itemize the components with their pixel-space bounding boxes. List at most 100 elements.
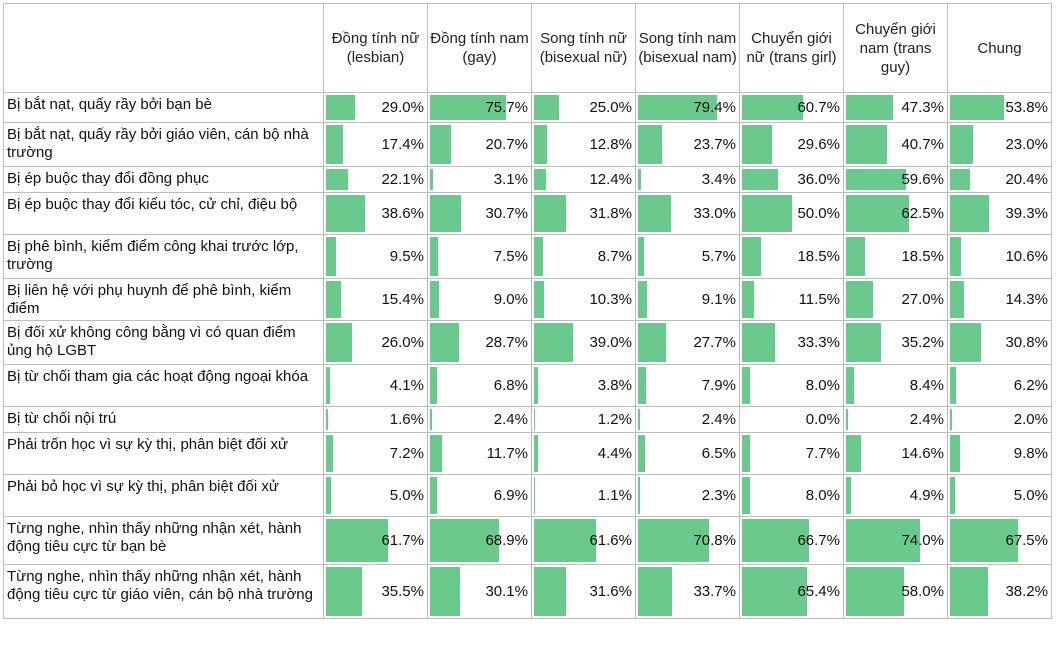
- data-bar: [950, 95, 1004, 120]
- data-label: 35.5%: [381, 583, 424, 600]
- data-cell: 9.0%: [427, 278, 532, 321]
- data-label: 61.6%: [589, 532, 632, 549]
- column-header: Đồng tính nữ (lesbian): [323, 3, 428, 93]
- row-label-text: Phải trốn học vì sự kỳ thị, phân biệt đố…: [7, 436, 289, 453]
- data-cell: 2.4%: [427, 406, 532, 433]
- data-label: 9.0%: [493, 291, 528, 308]
- data-cell: 38.6%: [323, 192, 428, 235]
- data-bar: [846, 195, 909, 232]
- data-cell: 25.0%: [531, 92, 636, 123]
- data-label: 3.4%: [701, 171, 736, 188]
- data-label: 2.4%: [909, 411, 944, 428]
- data-cell: 31.8%: [531, 192, 636, 235]
- data-label: 15.4%: [381, 291, 424, 308]
- data-cell: 10.3%: [531, 278, 636, 321]
- data-bar: [534, 367, 538, 404]
- data-cell: 66.7%: [739, 516, 844, 565]
- data-cell: 68.9%: [427, 516, 532, 565]
- data-label: 29.6%: [797, 136, 840, 153]
- data-cell: 2.4%: [635, 406, 740, 433]
- data-cell: 38.2%: [947, 564, 1052, 619]
- data-label: 40.7%: [901, 136, 944, 153]
- data-cell: 33.3%: [739, 320, 844, 365]
- data-cell: 0.0%: [739, 406, 844, 433]
- row-label: Từng nghe, nhìn thấy những nhận xét, hàn…: [3, 516, 324, 565]
- table-row: Bị đối xử không công bằng vì có quan điể…: [3, 320, 1052, 365]
- row-label-text: Bị đối xử không công bằng vì có quan điể…: [7, 324, 296, 359]
- data-cell: 65.4%: [739, 564, 844, 619]
- data-cell: 14.3%: [947, 278, 1052, 321]
- data-bar: [430, 519, 499, 562]
- data-cell: 2.0%: [947, 406, 1052, 433]
- data-bar: [742, 323, 776, 362]
- data-bar: [846, 237, 865, 276]
- data-label: 3.1%: [493, 171, 528, 188]
- data-bar: [326, 95, 355, 120]
- data-label: 6.5%: [701, 445, 736, 462]
- data-cell: 6.8%: [427, 364, 532, 407]
- data-bar: [742, 125, 772, 164]
- data-label: 27.7%: [693, 334, 736, 351]
- data-bar: [534, 435, 539, 472]
- column-header: Song tính nữ (bisexual nữ): [531, 3, 636, 93]
- data-bar: [534, 409, 536, 430]
- data-label: 2.0%: [1013, 411, 1048, 428]
- data-label: 7.5%: [493, 248, 528, 265]
- data-label: 1.6%: [389, 411, 424, 428]
- data-cell: 30.1%: [427, 564, 532, 619]
- data-cell: 61.6%: [531, 516, 636, 565]
- data-bar: [430, 169, 434, 190]
- table-row: Bị bắt nạt, quấy rầy bởi giáo viên, cán …: [3, 122, 1052, 167]
- data-label: 5.0%: [389, 487, 424, 504]
- data-cell: 8.4%: [843, 364, 948, 407]
- column-header: Chuyển giới nam (trans guy): [843, 3, 948, 93]
- data-label: 35.2%: [901, 334, 944, 351]
- data-label: 75.7%: [485, 99, 528, 116]
- data-bar: [742, 237, 761, 276]
- data-cell: 4.4%: [531, 432, 636, 475]
- row-label-text: Bị phê bình, kiểm điểm công khai trước l…: [7, 238, 299, 273]
- data-cell: 50.0%: [739, 192, 844, 235]
- data-cell: 29.6%: [739, 122, 844, 167]
- data-bar: [950, 195, 990, 232]
- data-label: 61.7%: [381, 532, 424, 549]
- data-label: 20.4%: [1005, 171, 1048, 188]
- data-bar: [534, 477, 536, 514]
- data-bar: [742, 519, 809, 562]
- data-cell: 7.2%: [323, 432, 428, 475]
- data-cell: 67.5%: [947, 516, 1052, 565]
- data-cell: 9.5%: [323, 234, 428, 279]
- data-label: 38.6%: [381, 205, 424, 222]
- row-label: Bị liên hệ với phụ huynh để phê bình, ki…: [3, 278, 324, 321]
- data-label: 1.2%: [597, 411, 632, 428]
- data-cell: 3.8%: [531, 364, 636, 407]
- data-bar: [326, 323, 352, 362]
- data-cell: 9.8%: [947, 432, 1052, 475]
- data-label: 11.5%: [798, 291, 840, 308]
- data-bar: [742, 95, 803, 120]
- row-label: Bị đối xử không công bằng vì có quan điể…: [3, 320, 324, 365]
- data-bar: [430, 567, 461, 616]
- data-cell: 8.0%: [739, 474, 844, 517]
- data-cell: 40.7%: [843, 122, 948, 167]
- data-label: 33.3%: [797, 334, 840, 351]
- data-bar: [326, 367, 331, 404]
- data-bar: [326, 409, 328, 430]
- table-row: Bị ép buộc thay đổi kiểu tóc, cử chỉ, đi…: [3, 192, 1052, 235]
- data-label: 23.0%: [1005, 136, 1048, 153]
- row-label-text: Bị từ chối nội trú: [7, 410, 117, 427]
- data-cell: 29.0%: [323, 92, 428, 123]
- data-cell: 1.6%: [323, 406, 428, 433]
- data-cell: 47.3%: [843, 92, 948, 123]
- data-bar: [742, 367, 750, 404]
- data-bar: [326, 567, 362, 616]
- data-label: 7.7%: [805, 445, 840, 462]
- column-header: Đồng tính nam (gay): [427, 3, 532, 93]
- column-header: Chuyển giới nữ (trans girl): [739, 3, 844, 93]
- data-bar: [950, 477, 955, 514]
- data-cell: 3.4%: [635, 166, 740, 193]
- data-label: 9.5%: [389, 248, 424, 265]
- data-cell: 9.1%: [635, 278, 740, 321]
- data-cell: 27.7%: [635, 320, 740, 365]
- data-cell: 27.0%: [843, 278, 948, 321]
